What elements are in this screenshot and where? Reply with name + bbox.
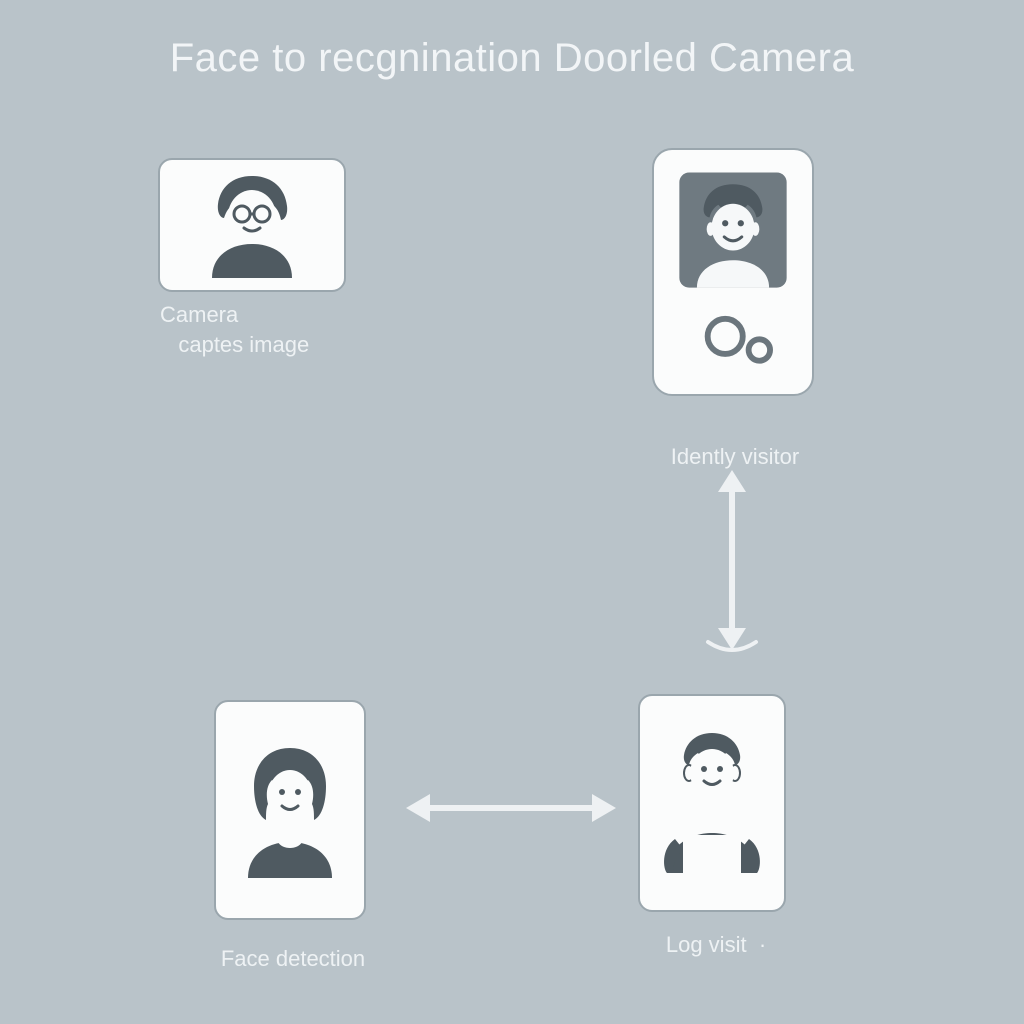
- bullet-icon: ·: [759, 932, 766, 957]
- label-log-visit-text: Log visit: [666, 932, 747, 957]
- person-glasses-icon: [192, 170, 312, 280]
- label-camera-line2: captes image: [178, 332, 309, 357]
- person-bob-icon: [230, 740, 350, 880]
- card-face-detection: [214, 700, 366, 920]
- person-sheet-icon: [647, 723, 777, 883]
- card-log-visit: [638, 694, 786, 912]
- arrow-horizontal-icon: [406, 788, 616, 828]
- arrow-vertical-icon: [702, 470, 762, 670]
- label-camera-capture: Camera captes image: [160, 300, 380, 359]
- card-identify-visitor: [652, 148, 814, 396]
- label-camera-line1: Camera: [160, 302, 238, 327]
- label-face-detection: Face detection: [188, 944, 398, 974]
- label-identify-visitor: Idently visitor: [640, 442, 830, 472]
- page-title: Face to recgnination Doorled Camera: [0, 36, 1024, 81]
- doorbell-device-icon: [654, 148, 812, 396]
- label-log-visit: Log visit ·: [636, 930, 796, 960]
- card-camera-capture: [158, 158, 346, 292]
